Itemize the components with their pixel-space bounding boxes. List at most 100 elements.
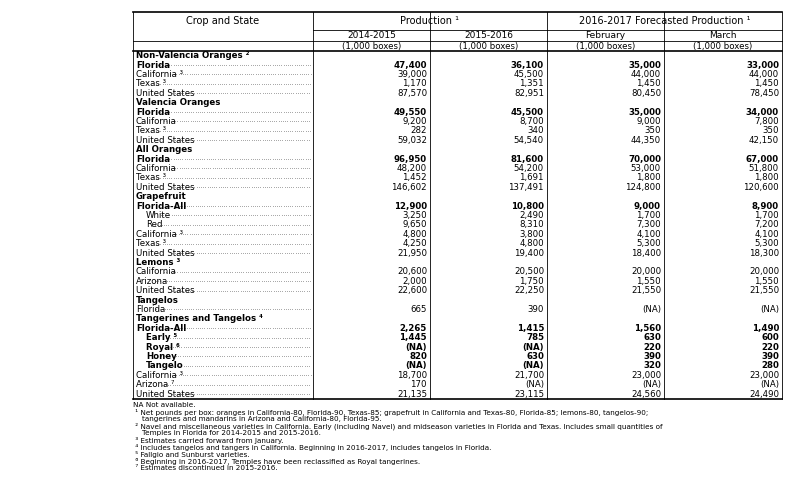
Text: ¹ Net pounds per box: oranges in California-80, Florida-90, Texas-85; grapefruit: ¹ Net pounds per box: oranges in Califor… bbox=[133, 409, 648, 416]
Text: 2,265: 2,265 bbox=[400, 324, 427, 333]
Text: 48,200: 48,200 bbox=[397, 164, 427, 173]
Text: 2,000: 2,000 bbox=[402, 277, 427, 286]
Text: 23,000: 23,000 bbox=[631, 371, 661, 380]
Text: 23,000: 23,000 bbox=[749, 371, 779, 380]
Text: ⁵ Fallgio and Sunburst varieties.: ⁵ Fallgio and Sunburst varieties. bbox=[133, 451, 250, 458]
Text: 80,450: 80,450 bbox=[631, 89, 661, 98]
Text: (NA): (NA) bbox=[642, 305, 661, 314]
Text: Texas ³: Texas ³ bbox=[136, 126, 166, 136]
Text: Tangelo: Tangelo bbox=[146, 362, 184, 370]
Text: 630: 630 bbox=[643, 333, 661, 342]
Text: Arizona ⁷: Arizona ⁷ bbox=[136, 380, 174, 389]
Text: 39,000: 39,000 bbox=[397, 70, 427, 79]
Text: 18,700: 18,700 bbox=[397, 371, 427, 380]
Text: 8,900: 8,900 bbox=[752, 202, 779, 210]
Text: 120,600: 120,600 bbox=[743, 183, 779, 192]
Text: 1,800: 1,800 bbox=[754, 174, 779, 182]
Text: 45,500: 45,500 bbox=[514, 70, 544, 79]
Text: 21,950: 21,950 bbox=[397, 248, 427, 258]
Text: (NA): (NA) bbox=[760, 305, 779, 314]
Text: 9,200: 9,200 bbox=[402, 117, 427, 126]
Text: 1,700: 1,700 bbox=[754, 211, 779, 220]
Text: February: February bbox=[586, 31, 626, 40]
Text: United States: United States bbox=[136, 183, 194, 192]
Text: United States: United States bbox=[136, 248, 194, 258]
Text: Tangerines and Tangelos ⁴: Tangerines and Tangelos ⁴ bbox=[136, 314, 263, 324]
Text: 70,000: 70,000 bbox=[628, 154, 661, 164]
Text: 8,700: 8,700 bbox=[519, 117, 544, 126]
Text: California ³: California ³ bbox=[136, 70, 183, 79]
Text: Temples in Florida for 2014-2015 and 2015-2016.: Temples in Florida for 2014-2015 and 201… bbox=[133, 430, 321, 436]
Text: 54,540: 54,540 bbox=[514, 136, 544, 145]
Text: California: California bbox=[136, 164, 177, 173]
Text: Florida-All: Florida-All bbox=[136, 202, 186, 210]
Text: 1,691: 1,691 bbox=[519, 174, 544, 182]
Text: Texas ³: Texas ³ bbox=[136, 174, 166, 182]
Text: 21,700: 21,700 bbox=[514, 371, 544, 380]
Text: Non-Valencia Oranges ²: Non-Valencia Oranges ² bbox=[136, 51, 250, 60]
Text: 2,490: 2,490 bbox=[519, 211, 544, 220]
Text: California ³: California ³ bbox=[136, 230, 183, 239]
Text: Crop and State: Crop and State bbox=[186, 16, 259, 26]
Text: 44,000: 44,000 bbox=[631, 70, 661, 79]
Text: 22,600: 22,600 bbox=[397, 286, 427, 295]
Text: Honey: Honey bbox=[146, 352, 177, 361]
Text: 2016-2017 Forecasted Production ¹: 2016-2017 Forecasted Production ¹ bbox=[578, 16, 750, 26]
Text: 54,200: 54,200 bbox=[514, 164, 544, 173]
Text: 45,500: 45,500 bbox=[511, 108, 544, 116]
Text: 1,550: 1,550 bbox=[636, 277, 661, 286]
Text: Arizona: Arizona bbox=[136, 277, 168, 286]
Text: 21,550: 21,550 bbox=[631, 286, 661, 295]
Text: NA Not available.: NA Not available. bbox=[133, 402, 195, 408]
Text: ⁷ Estimates discontinued in 2015-2016.: ⁷ Estimates discontinued in 2015-2016. bbox=[133, 465, 278, 471]
Text: (NA): (NA) bbox=[406, 362, 427, 370]
Text: 1,750: 1,750 bbox=[519, 277, 544, 286]
Text: California: California bbox=[136, 117, 177, 126]
Text: California ³: California ³ bbox=[136, 371, 183, 380]
Text: Florida: Florida bbox=[136, 305, 166, 314]
Text: 81,600: 81,600 bbox=[511, 154, 544, 164]
Text: 350: 350 bbox=[762, 126, 779, 136]
Text: (NA): (NA) bbox=[525, 380, 544, 389]
Text: 7,200: 7,200 bbox=[754, 220, 779, 230]
Text: 1,560: 1,560 bbox=[634, 324, 661, 333]
Text: 44,350: 44,350 bbox=[631, 136, 661, 145]
Text: 1,415: 1,415 bbox=[517, 324, 544, 333]
Text: 44,000: 44,000 bbox=[749, 70, 779, 79]
Text: 2015-2016: 2015-2016 bbox=[464, 31, 513, 40]
Text: 820: 820 bbox=[409, 352, 427, 361]
Text: 20,500: 20,500 bbox=[514, 268, 544, 276]
Text: 20,000: 20,000 bbox=[749, 268, 779, 276]
Text: 82,951: 82,951 bbox=[514, 89, 544, 98]
Text: 35,000: 35,000 bbox=[628, 108, 661, 116]
Text: Texas ³: Texas ³ bbox=[136, 239, 166, 248]
Text: 42,150: 42,150 bbox=[749, 136, 779, 145]
Text: (NA): (NA) bbox=[760, 380, 779, 389]
Text: (NA): (NA) bbox=[406, 342, 427, 351]
Text: Red: Red bbox=[146, 220, 162, 230]
Text: tangerines and mandarins in Arizona and California-80, Florida-95.: tangerines and mandarins in Arizona and … bbox=[133, 416, 382, 422]
Text: Grapefruit: Grapefruit bbox=[136, 192, 186, 201]
Text: Florida: Florida bbox=[136, 108, 170, 116]
Text: 20,600: 20,600 bbox=[397, 268, 427, 276]
Text: 1,351: 1,351 bbox=[519, 80, 544, 88]
Text: ⁶ Beginning in 2016-2017, Temples have been reclassified as Royal tangerines.: ⁶ Beginning in 2016-2017, Temples have b… bbox=[133, 458, 420, 465]
Text: 21,135: 21,135 bbox=[397, 390, 427, 398]
Text: 7,300: 7,300 bbox=[636, 220, 661, 230]
Text: (1,000 boxes): (1,000 boxes) bbox=[576, 42, 635, 50]
Text: 390: 390 bbox=[643, 352, 661, 361]
Text: 1,550: 1,550 bbox=[754, 277, 779, 286]
Text: 4,250: 4,250 bbox=[402, 239, 427, 248]
Text: 22,250: 22,250 bbox=[514, 286, 544, 295]
Text: 4,100: 4,100 bbox=[754, 230, 779, 239]
Text: 19,400: 19,400 bbox=[514, 248, 544, 258]
Text: (1,000 boxes): (1,000 boxes) bbox=[459, 42, 518, 50]
Text: 170: 170 bbox=[410, 380, 427, 389]
Text: Tangelos: Tangelos bbox=[136, 296, 179, 304]
Text: 146,602: 146,602 bbox=[391, 183, 427, 192]
Text: 1,170: 1,170 bbox=[402, 80, 427, 88]
Text: 665: 665 bbox=[410, 305, 427, 314]
Text: Florida: Florida bbox=[136, 154, 170, 164]
Text: 2014-2015: 2014-2015 bbox=[347, 31, 396, 40]
Text: ⁴ Includes tangelos and tangers in California. Beginning in 2016-2017, includes : ⁴ Includes tangelos and tangers in Calif… bbox=[133, 444, 491, 451]
